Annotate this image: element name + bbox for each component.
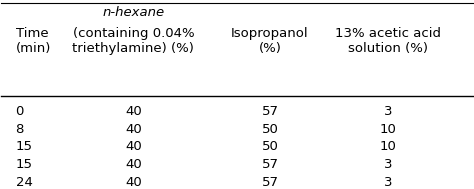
Text: 3: 3 xyxy=(383,105,392,118)
Text: Isopropanol
(%): Isopropanol (%) xyxy=(231,27,309,55)
Text: 50: 50 xyxy=(262,123,278,136)
Text: 8: 8 xyxy=(16,123,24,136)
Text: 40: 40 xyxy=(125,176,142,189)
Text: 40: 40 xyxy=(125,105,142,118)
Text: (containing 0.04%
triethylamine) (%): (containing 0.04% triethylamine) (%) xyxy=(73,27,194,55)
Text: 10: 10 xyxy=(379,123,396,136)
Text: 15: 15 xyxy=(16,158,33,171)
Text: 3: 3 xyxy=(383,158,392,171)
Text: 57: 57 xyxy=(262,176,279,189)
Text: 50: 50 xyxy=(262,140,278,153)
Text: 24: 24 xyxy=(16,176,32,189)
Text: 3: 3 xyxy=(383,176,392,189)
Text: 40: 40 xyxy=(125,123,142,136)
Text: 0: 0 xyxy=(16,105,24,118)
Text: 10: 10 xyxy=(379,140,396,153)
Text: 40: 40 xyxy=(125,140,142,153)
Text: 15: 15 xyxy=(16,140,33,153)
Text: 40: 40 xyxy=(125,158,142,171)
Text: n-hexane: n-hexane xyxy=(102,6,164,19)
Text: 57: 57 xyxy=(262,105,279,118)
Text: 13% acetic acid
solution (%): 13% acetic acid solution (%) xyxy=(335,27,441,55)
Text: 57: 57 xyxy=(262,158,279,171)
Text: Time
(min): Time (min) xyxy=(16,27,51,55)
